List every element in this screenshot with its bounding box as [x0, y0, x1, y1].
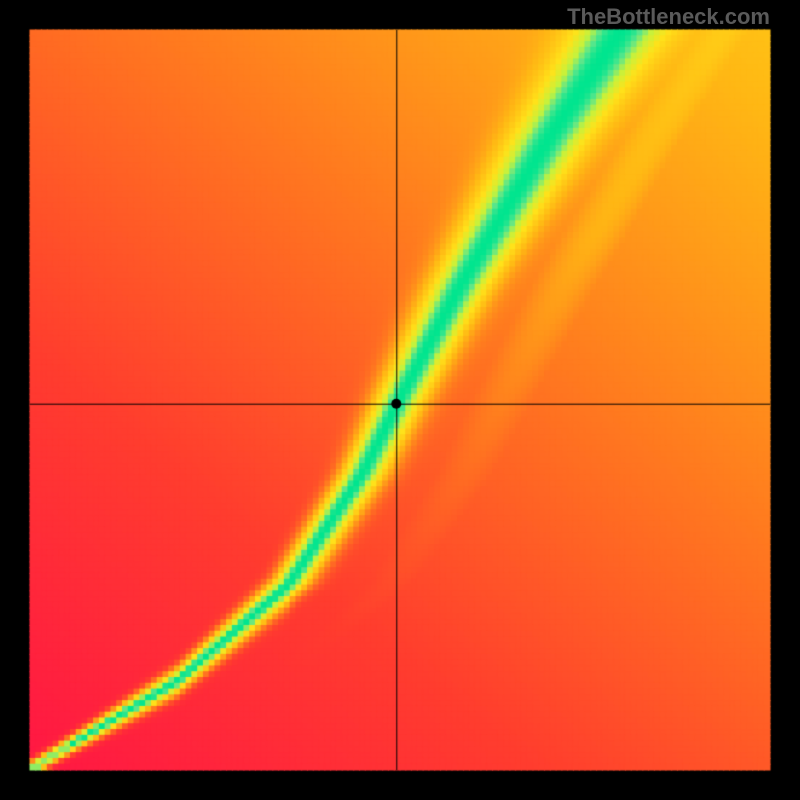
chart-container: TheBottleneck.com	[0, 0, 800, 800]
watermark-text: TheBottleneck.com	[567, 4, 770, 30]
bottleneck-heatmap	[0, 0, 800, 800]
